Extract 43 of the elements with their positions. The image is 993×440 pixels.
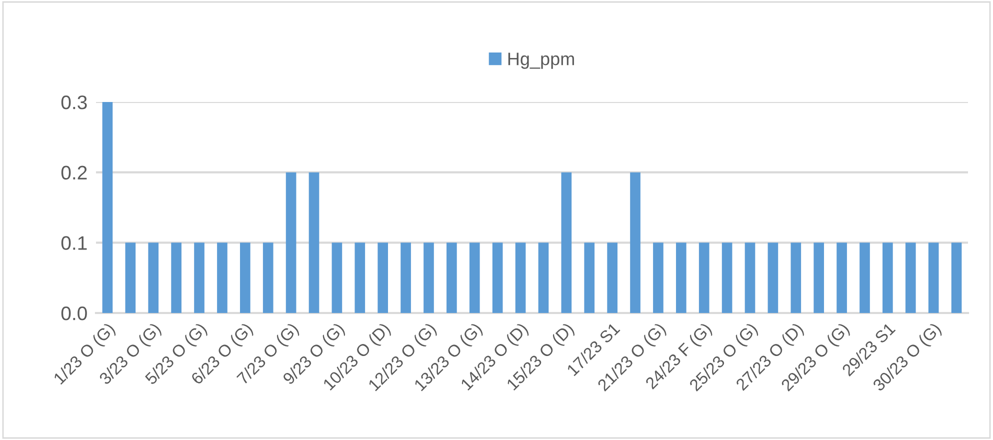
bar <box>240 242 250 313</box>
bar <box>790 242 802 313</box>
y-tick-label: 0.2 <box>61 166 87 180</box>
bar <box>814 242 824 313</box>
bar <box>354 242 366 313</box>
bar <box>308 172 320 313</box>
bar <box>561 172 572 313</box>
bar <box>171 242 182 313</box>
bar <box>515 242 526 313</box>
bar <box>286 172 296 313</box>
bar <box>630 172 640 313</box>
bar <box>928 242 939 313</box>
bar <box>102 102 113 313</box>
bar <box>378 242 388 313</box>
bar <box>653 242 664 313</box>
bar <box>217 242 228 313</box>
y-tick-label: 0.1 <box>61 236 87 250</box>
bar <box>607 242 618 313</box>
bar <box>469 242 480 313</box>
bar <box>905 242 916 313</box>
y-tick-label: 0.0 <box>61 306 87 320</box>
bar <box>676 242 686 313</box>
bar <box>538 242 549 313</box>
bar <box>148 242 159 313</box>
bar <box>492 242 503 313</box>
bar <box>584 242 595 313</box>
bar <box>424 242 434 313</box>
bar <box>860 242 870 313</box>
bar <box>882 242 893 313</box>
bar <box>722 242 732 313</box>
bar <box>768 242 778 313</box>
bar <box>125 242 136 313</box>
bar <box>744 242 756 313</box>
legend-label: Hg_ppm <box>508 52 574 69</box>
bar <box>400 242 411 313</box>
bar <box>951 242 962 313</box>
bar <box>332 242 342 313</box>
bar <box>194 242 204 313</box>
bar <box>446 242 457 313</box>
bar <box>262 242 274 313</box>
bar <box>836 242 847 313</box>
y-tick-label: 0.3 <box>61 95 87 110</box>
bar <box>698 242 710 313</box>
